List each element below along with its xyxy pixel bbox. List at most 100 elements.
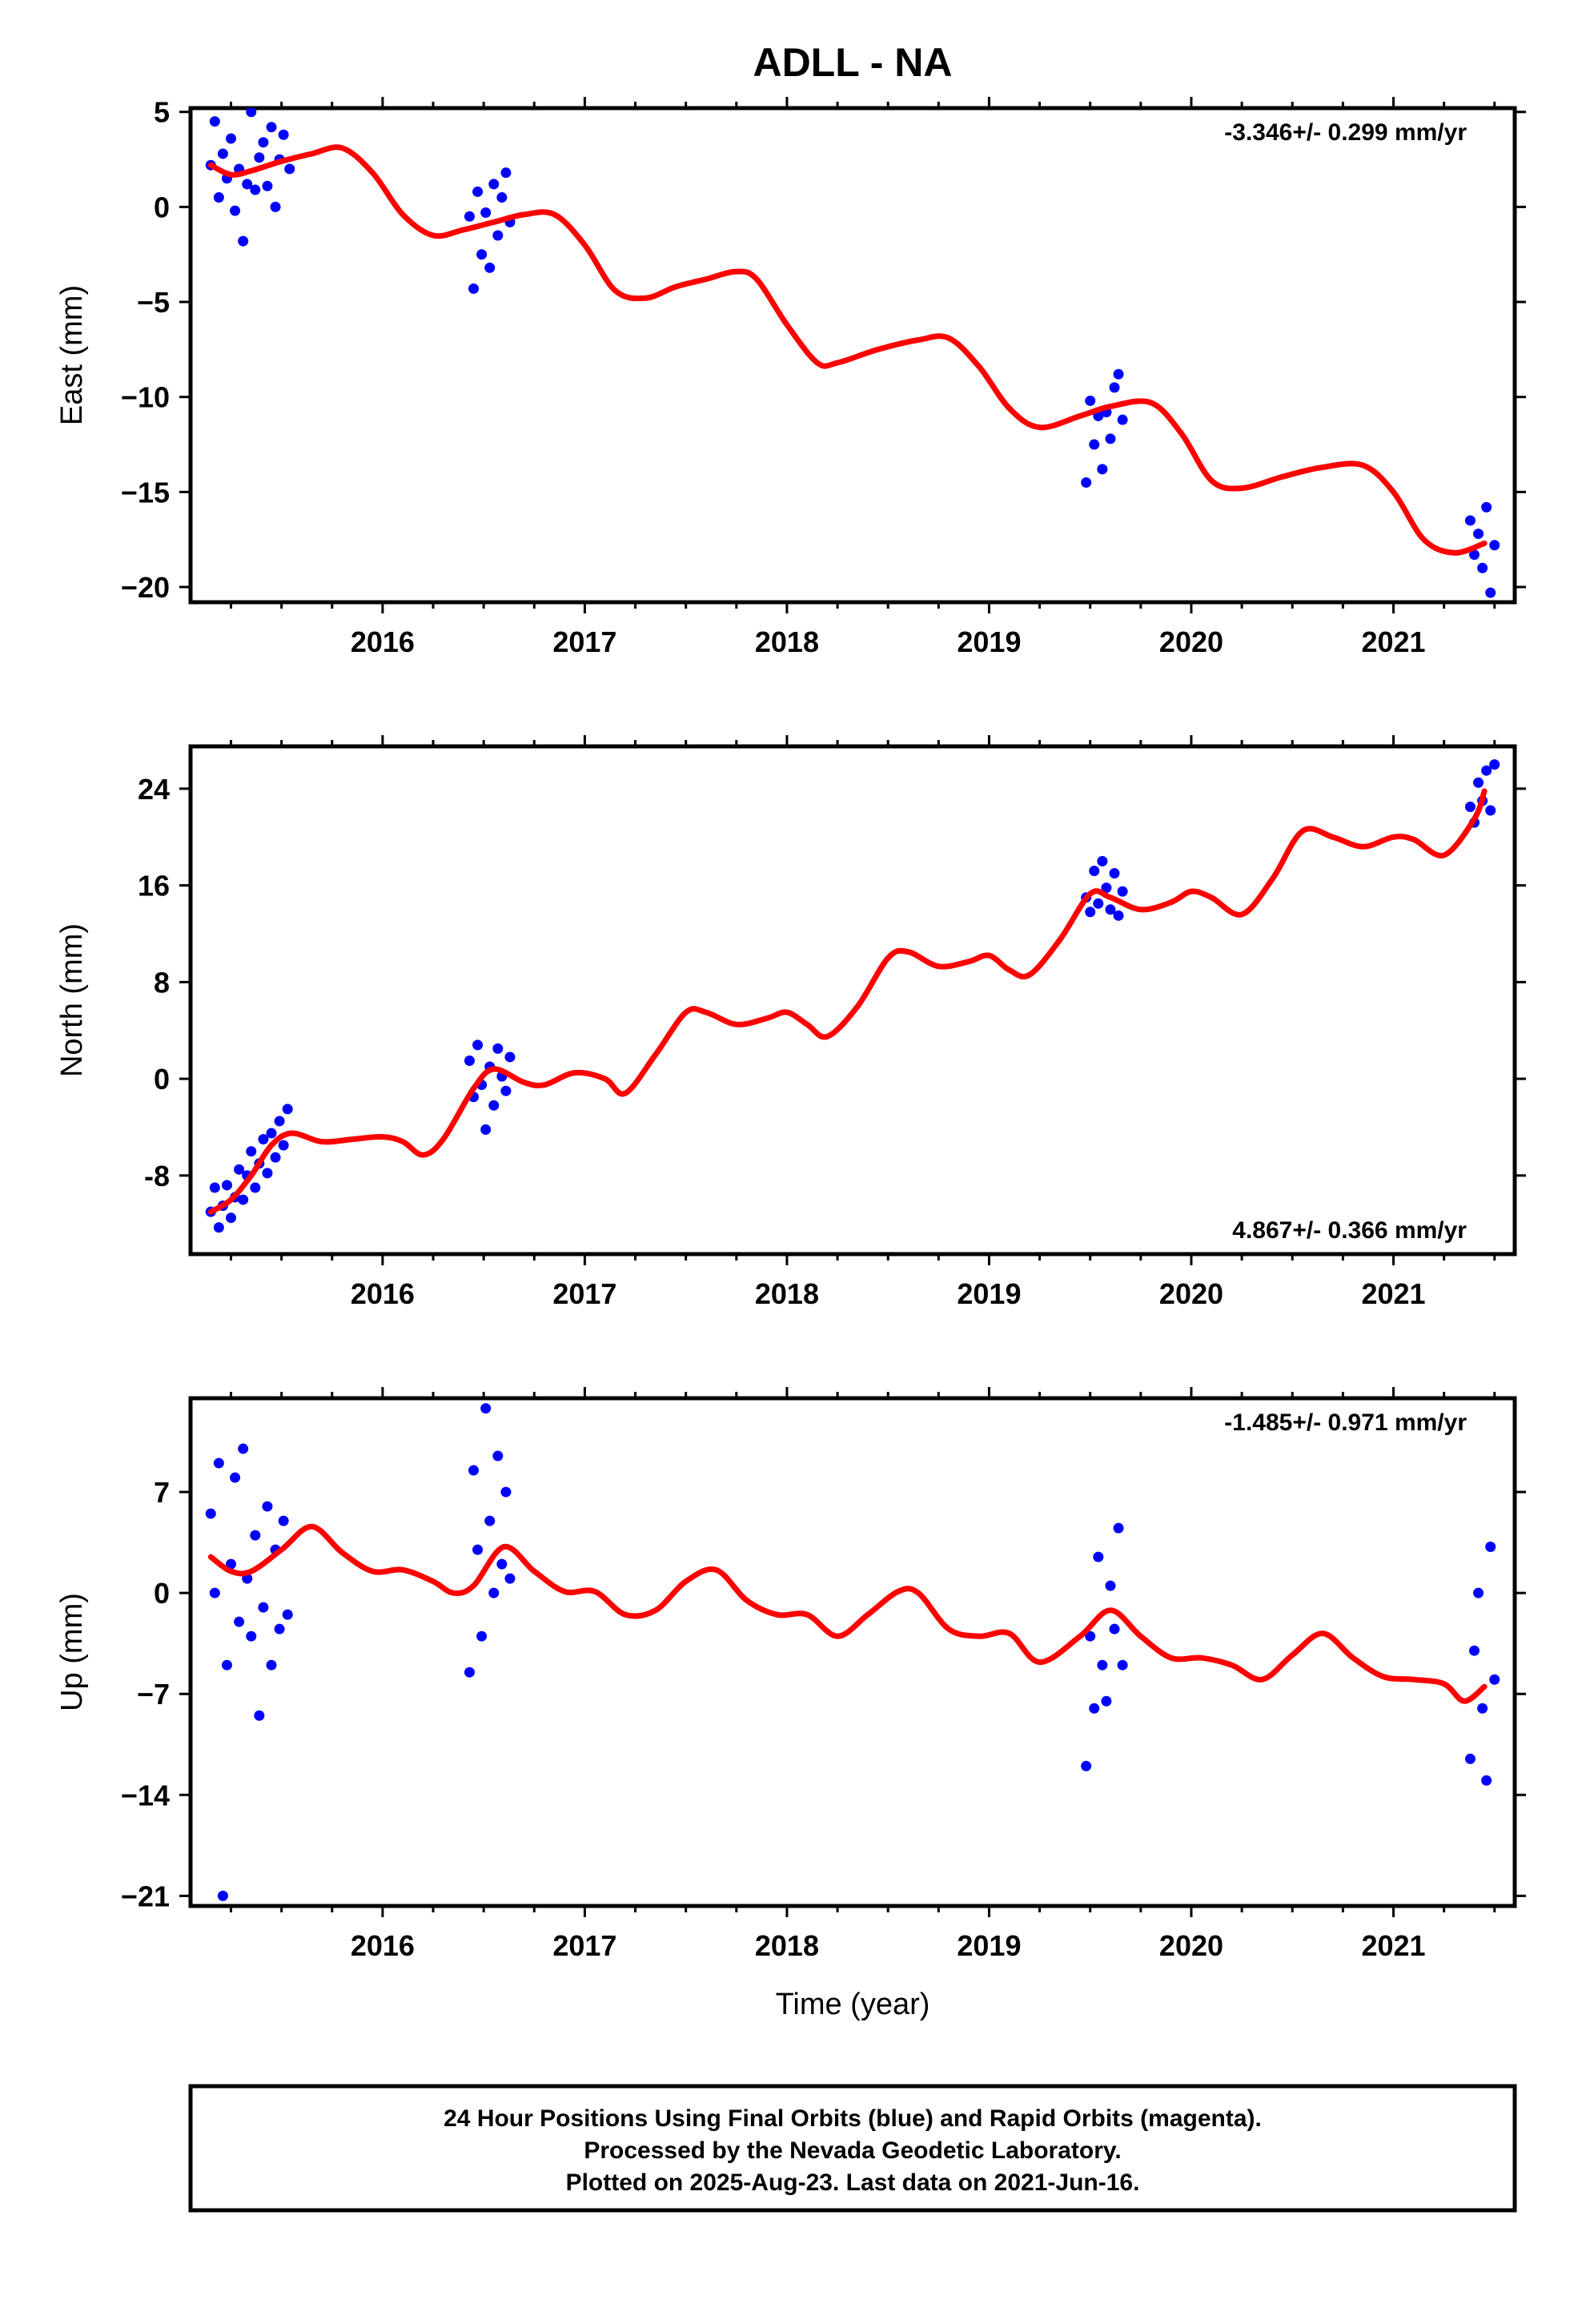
data-point [1101, 883, 1112, 894]
data-marks [205, 759, 1500, 1233]
data-point [274, 1116, 285, 1127]
x-tick-label: 2018 [755, 625, 819, 658]
x-axis-label: Time (year) [776, 1988, 930, 2021]
data-point [258, 1602, 269, 1613]
data-point [278, 1140, 289, 1151]
x-tick-label: 2017 [552, 1277, 616, 1310]
y-tick-label: 0 [154, 1063, 170, 1096]
data-point [1464, 515, 1476, 526]
data-point [464, 1055, 475, 1066]
chart-title: ADLL - NA [753, 40, 952, 85]
data-point [1485, 805, 1496, 816]
data-point [472, 1039, 484, 1051]
data-point [504, 1051, 516, 1063]
data-point [476, 249, 488, 260]
data-point [1117, 1659, 1128, 1671]
data-point [209, 1587, 220, 1598]
model-curve [207, 1523, 1488, 1704]
data-point [246, 1146, 257, 1157]
data-point [209, 1182, 220, 1193]
data-point [1489, 759, 1500, 770]
data-point [1481, 1775, 1492, 1786]
up-panel: 2016 2017 2018 2019 2020 2021 7 0 −7 −14 −21 Up (mm… [55, 1387, 1526, 1962]
data-point [1113, 1522, 1124, 1534]
data-point [278, 129, 289, 140]
data-point [246, 1630, 257, 1642]
data-point [213, 1222, 224, 1233]
x-tick-label: 2020 [1159, 625, 1223, 658]
data-point [1105, 1580, 1116, 1591]
data-point [226, 1212, 237, 1224]
data-point [270, 201, 281, 212]
data-point [1468, 1645, 1480, 1656]
data-point [1464, 801, 1476, 812]
y-tick-label: -8 [144, 1160, 170, 1192]
data-point [472, 186, 484, 197]
data-point [262, 1501, 273, 1512]
data-point [1109, 382, 1120, 393]
data-point [1085, 907, 1096, 918]
data-point [488, 1587, 500, 1598]
data-point [254, 152, 265, 163]
data-point [1477, 562, 1488, 573]
data-point [476, 1630, 488, 1642]
data-point [1097, 464, 1108, 475]
data-point [1093, 898, 1104, 909]
data-point [464, 211, 475, 222]
data-point [480, 1124, 492, 1136]
data-point [1477, 1703, 1488, 1714]
data-point [209, 116, 220, 127]
data-point [496, 1558, 508, 1570]
data-point [484, 1515, 496, 1526]
data-marks [205, 1403, 1500, 1901]
data-point [230, 1472, 241, 1483]
data-point [1089, 865, 1100, 876]
model-curve [207, 788, 1488, 1215]
y-tick-label: 16 [138, 870, 170, 903]
y-axis-label: North (mm) [55, 923, 89, 1077]
y-tick-label: 7 [154, 1476, 170, 1509]
data-point [488, 1100, 500, 1111]
y-tick-label: 5 [154, 96, 170, 129]
data-point [221, 1180, 232, 1191]
x-tick-label: 2021 [1361, 625, 1425, 658]
data-point [250, 1182, 261, 1193]
data-point [278, 1515, 289, 1526]
data-point [1101, 1695, 1112, 1707]
data-point [234, 1616, 245, 1627]
rate-label: 4.867+/- 0.366 mm/yr [1232, 1217, 1467, 1244]
data-point [284, 163, 295, 175]
data-point [1485, 1542, 1496, 1553]
x-tick-label: 2021 [1361, 1929, 1425, 1962]
y-tick-label: 24 [138, 773, 170, 806]
data-point [480, 1403, 492, 1414]
data-point [226, 133, 237, 144]
data-point [1481, 501, 1492, 513]
data-point [500, 1486, 512, 1498]
footer-box: 24 Hour Positions Using Final Orbits (bl… [188, 2084, 1517, 2213]
data-point [1473, 529, 1484, 540]
data-point [1113, 910, 1124, 921]
data-point [242, 179, 253, 190]
y-tick-label: −20 [121, 571, 170, 604]
data-point [1105, 433, 1116, 444]
data-point [238, 235, 249, 247]
data-point [226, 1558, 237, 1570]
data-point [1117, 414, 1128, 425]
data-point [205, 1508, 216, 1519]
data-point [1081, 1760, 1092, 1771]
data-point [472, 1544, 484, 1555]
y-tick-label: −21 [121, 1880, 170, 1912]
data-point [238, 1443, 249, 1454]
data-point [217, 1890, 228, 1901]
data-point [492, 1450, 504, 1462]
data-point [250, 184, 261, 195]
x-tick-label: 2018 [755, 1277, 819, 1310]
data-marks [205, 108, 1500, 598]
rate-label: -3.346+/- 0.299 mm/yr [1224, 119, 1467, 146]
data-point [213, 1458, 224, 1469]
data-point [1489, 1674, 1500, 1685]
y-tick-label: −5 [137, 286, 170, 319]
data-point [217, 148, 228, 159]
data-point [468, 283, 480, 294]
